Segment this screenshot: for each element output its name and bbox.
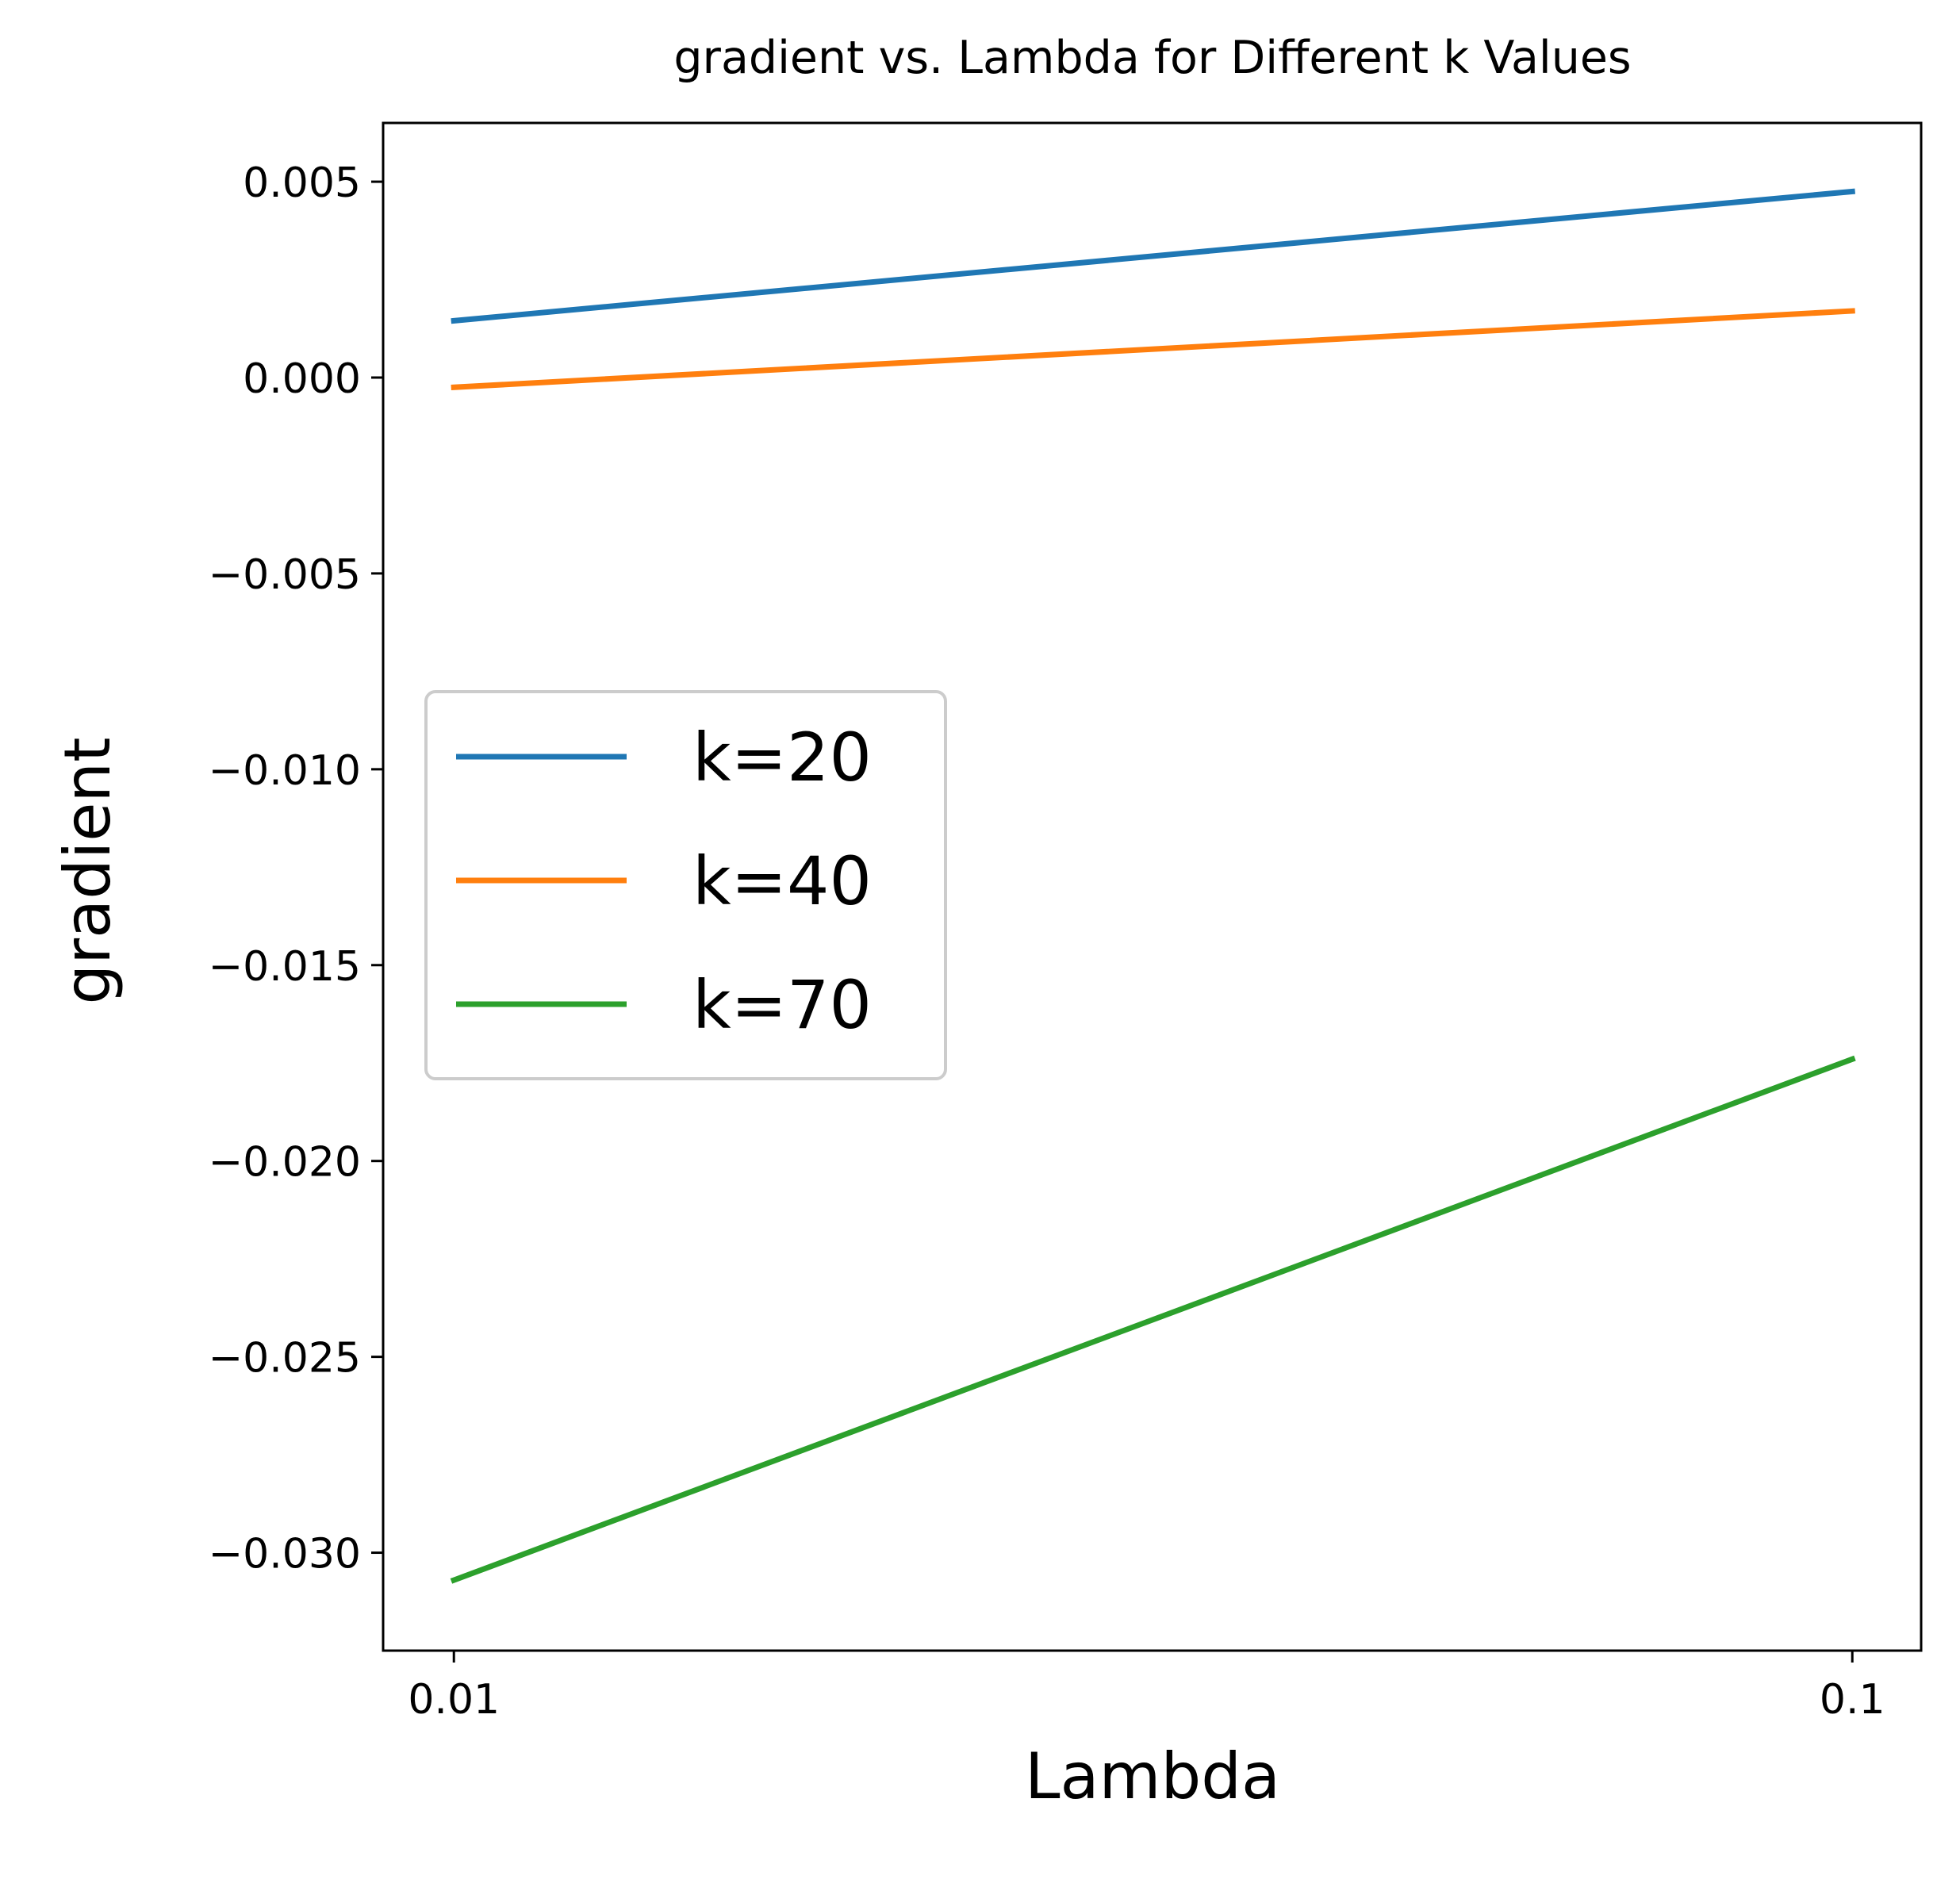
series-line-k=70 <box>450 1055 1856 1584</box>
legend-label-k=40: k=40 <box>692 842 872 920</box>
x-tick-label: 0.01 <box>408 1676 500 1724</box>
plot-area: 0.005 0.000 −0.005 −0.010 −0.015 −0.020 −0.025… <box>209 121 1923 1724</box>
y-tick-label: −0.025 <box>209 1335 361 1383</box>
y-tick-label: −0.020 <box>209 1139 361 1187</box>
legend-label-k=20: k=20 <box>692 719 872 796</box>
series-line-k=20 <box>451 188 1856 324</box>
y-tick-label: 0.005 <box>243 159 361 207</box>
y-tick-label: −0.010 <box>209 747 361 795</box>
y-axis-label: gradient <box>51 738 125 1005</box>
legend-box <box>424 690 947 1080</box>
y-tick-label: −0.030 <box>209 1531 361 1578</box>
series-line-k=40 <box>451 308 1855 390</box>
chart-title: gradient vs. Lambda for Different k Valu… <box>673 32 1631 84</box>
legend-label-k=70: k=70 <box>692 966 872 1044</box>
legend: k=20 k=40 k=70 <box>424 690 947 1080</box>
y-tick-label: 0.000 <box>243 355 361 403</box>
y-tick-label: −0.005 <box>209 551 361 599</box>
axes-frame <box>382 121 1923 1652</box>
x-tick-label: 0.1 <box>1820 1676 1885 1724</box>
y-tick-label: −0.015 <box>209 943 361 991</box>
x-axis-label: Lambda <box>1025 1739 1280 1813</box>
